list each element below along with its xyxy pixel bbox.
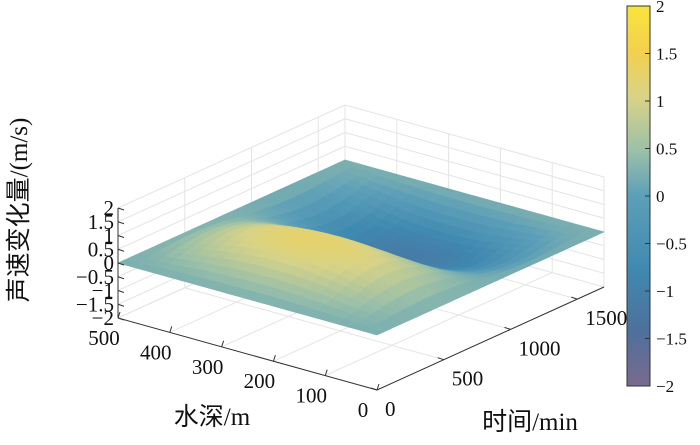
time-axis-line xyxy=(376,286,605,391)
z-tick-label: −1.5 xyxy=(76,292,114,316)
time-tick xyxy=(370,387,378,391)
colorbar-ticks: 2 1.5 1 0.5 0 −0.5 −1 −1.5 −2 xyxy=(645,0,687,396)
depth-tick xyxy=(221,340,225,347)
z-tick xyxy=(117,290,125,293)
z-tick xyxy=(117,303,125,307)
time-axis-label: 时间/min xyxy=(482,408,578,436)
depth-tick-label: 500 xyxy=(88,326,120,350)
z-tick-label: 1 xyxy=(104,224,115,248)
z-tick xyxy=(117,207,125,211)
colorbar-tick-label: 0.5 xyxy=(656,140,677,159)
colorbar-tick-label: −0.5 xyxy=(656,235,687,254)
grid-line xyxy=(184,287,444,361)
grid-line xyxy=(324,272,553,377)
depth-tick xyxy=(272,355,276,362)
z-tick-label: 0.5 xyxy=(88,237,114,261)
z-tick-label: −2 xyxy=(92,306,114,330)
z-tick-labels: −2−1.5−1−0.500.511.52 xyxy=(76,196,125,330)
time-tick xyxy=(437,357,444,361)
depth-tick xyxy=(324,369,328,376)
colorbar-tick-label: −2 xyxy=(656,377,674,396)
depth-tick-label: 400 xyxy=(140,340,172,364)
z-tick-label: 2 xyxy=(104,196,115,220)
grid-line xyxy=(344,145,605,219)
z-tick-label: −1 xyxy=(92,279,114,303)
depth-axis-line xyxy=(117,317,378,391)
depth-tick-label: 0 xyxy=(358,398,369,422)
colorbar-tick-label: 1.5 xyxy=(656,45,677,64)
z-tick xyxy=(117,235,125,238)
colorbar-tick-label: 2 xyxy=(656,0,665,16)
grid-line xyxy=(117,104,346,209)
grid-line xyxy=(344,104,605,178)
grid-line xyxy=(344,132,605,205)
colorbar-tick-label: 1 xyxy=(656,92,665,111)
grid-line xyxy=(117,132,346,236)
colorbar-tick-label: 0 xyxy=(656,187,665,206)
z-tick xyxy=(117,248,125,252)
time-tick-label: 1000 xyxy=(519,336,561,360)
z-tick-label: −0.5 xyxy=(76,265,114,289)
surface-layer xyxy=(117,159,605,336)
time-tick-label: 500 xyxy=(452,367,484,391)
depth-tick-labels: 0 100 200 300 400 500 xyxy=(88,311,380,422)
surface-patch xyxy=(363,327,385,336)
time-tick-labels: 0 500 1000 1500 xyxy=(370,296,627,421)
time-tick xyxy=(571,296,578,300)
z-tick xyxy=(117,317,125,321)
colorbar-tick-label: −1 xyxy=(656,282,674,301)
depth-tick-label: 100 xyxy=(295,384,327,408)
z-tick xyxy=(117,221,125,225)
z-tick-label: 0 xyxy=(104,251,115,275)
z-tick-label: 1.5 xyxy=(88,210,114,234)
time-tick xyxy=(504,326,511,330)
depth-tick xyxy=(117,311,121,319)
time-tick-label: 1500 xyxy=(585,306,627,330)
z-axis-label: 声速变化量/(m/s) xyxy=(5,118,33,303)
grid-line xyxy=(117,118,346,223)
grid-line xyxy=(117,145,346,250)
depth-axis-label: 水深/m xyxy=(174,403,251,431)
z-tick xyxy=(117,276,125,280)
depth-tick xyxy=(169,326,173,333)
depth-tick-label: 200 xyxy=(244,369,276,393)
depth-tick xyxy=(376,383,380,391)
colorbar-tick-label: −1.5 xyxy=(656,330,687,349)
grid-line xyxy=(344,118,605,192)
depth-tick-label: 300 xyxy=(192,355,224,379)
time-tick-label: 0 xyxy=(385,397,396,421)
z-tick xyxy=(117,262,125,266)
